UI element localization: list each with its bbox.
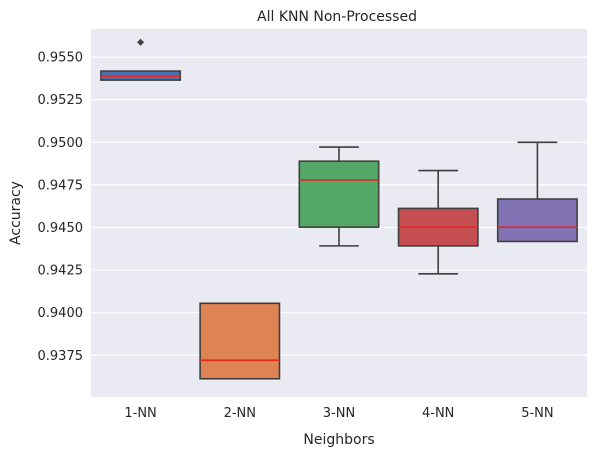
- box-2-NN: [199, 302, 281, 380]
- y-tick-label: 0.9550: [38, 51, 84, 66]
- box-5-NN: [496, 141, 578, 243]
- x-tick-labels: 1-NN 2-NN 3-NN 4-NN 5-NN: [124, 406, 553, 421]
- x-tick-label: 5-NN: [521, 406, 553, 421]
- x-tick-label: 2-NN: [224, 406, 256, 421]
- y-tick-label: 0.9400: [38, 306, 84, 321]
- box-body: [298, 160, 380, 228]
- x-tick-label: 4-NN: [422, 406, 454, 421]
- x-tick-label: 3-NN: [323, 406, 355, 421]
- y-tick-label: 0.9500: [38, 136, 84, 151]
- y-tick-label: 0.9475: [38, 178, 84, 193]
- y-axis-label: Accuracy: [8, 181, 24, 245]
- outlier-point: [137, 38, 145, 46]
- x-tick-label: 1-NN: [124, 406, 156, 421]
- box-3-NN: [298, 146, 380, 247]
- y-tick-label: 0.9450: [38, 221, 84, 236]
- y-tick-label: 0.9425: [38, 264, 84, 279]
- box-body: [496, 198, 578, 243]
- y-tick-label: 0.9525: [38, 93, 84, 108]
- y-tick-label: 0.9375: [38, 349, 84, 364]
- box-4-NN: [397, 169, 479, 275]
- x-axis-label: Neighbors: [303, 432, 374, 448]
- y-grid: [91, 56, 587, 356]
- box-1-NN: [100, 38, 182, 81]
- y-tick-labels: 0.9375 0.9400 0.9425 0.9450 0.9475 0.9500 0.95…: [38, 51, 84, 364]
- box-body: [199, 302, 281, 380]
- boxes: [100, 38, 578, 380]
- chart-title: All KNN Non-Processed: [257, 9, 417, 25]
